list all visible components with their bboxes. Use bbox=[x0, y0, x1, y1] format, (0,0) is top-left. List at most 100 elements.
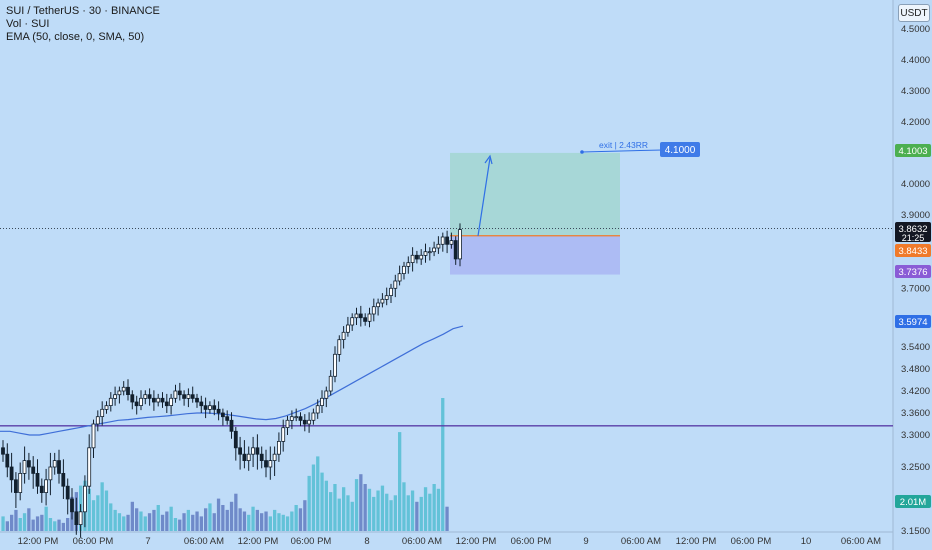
volume-bar bbox=[363, 484, 367, 531]
candle bbox=[91, 423, 96, 449]
candle bbox=[401, 265, 406, 274]
volume-bar bbox=[285, 516, 290, 531]
volume-bar bbox=[273, 509, 277, 531]
volume-bar bbox=[238, 508, 242, 531]
price-tick-label: 3.7000 bbox=[901, 283, 930, 294]
volume-bar bbox=[135, 508, 139, 531]
volume-bar bbox=[380, 485, 385, 531]
time-tick-label: 12:00 PM bbox=[456, 536, 497, 547]
candle bbox=[341, 331, 346, 340]
volume-bar bbox=[186, 509, 190, 531]
price-tick-label: 3.2500 bbox=[901, 462, 930, 473]
time-tick-label: 06:00 PM bbox=[73, 536, 114, 547]
price-tick-label: 3.5400 bbox=[901, 342, 930, 353]
candle bbox=[285, 419, 290, 428]
volume-bar bbox=[66, 518, 70, 531]
candle bbox=[337, 339, 342, 355]
candle bbox=[18, 472, 23, 493]
candle bbox=[436, 243, 441, 249]
candle bbox=[212, 405, 217, 410]
target-price-tag[interactable] bbox=[660, 142, 700, 157]
volume-bar bbox=[393, 495, 397, 531]
volume-bar bbox=[423, 487, 428, 531]
candle bbox=[195, 397, 199, 403]
candle bbox=[311, 412, 316, 421]
volume-bar bbox=[221, 505, 225, 531]
candle bbox=[449, 240, 454, 245]
candle bbox=[276, 440, 281, 455]
price-tick-label: 3.9000 bbox=[901, 210, 930, 221]
volume-bar bbox=[311, 464, 316, 531]
time-tick-label: 8 bbox=[364, 536, 369, 547]
candle bbox=[268, 460, 273, 468]
profit-zone[interactable] bbox=[450, 152, 620, 236]
candle bbox=[57, 460, 61, 474]
volume-bar bbox=[126, 514, 130, 531]
price-badge bbox=[895, 265, 931, 278]
candle bbox=[220, 412, 225, 418]
volume-bar bbox=[406, 495, 410, 531]
candle bbox=[371, 306, 376, 315]
volume-bar bbox=[428, 493, 432, 531]
candle bbox=[143, 394, 148, 399]
volume-bar bbox=[152, 509, 156, 531]
currency-selector[interactable]: USDT bbox=[898, 4, 930, 22]
volume-bar bbox=[432, 484, 436, 531]
volume-bar bbox=[320, 472, 324, 531]
price-badge bbox=[895, 222, 931, 242]
candle bbox=[380, 298, 385, 304]
candle bbox=[169, 397, 174, 406]
candle bbox=[419, 254, 424, 260]
volume-bar bbox=[346, 495, 350, 531]
candle bbox=[255, 447, 260, 455]
volume-bar bbox=[35, 516, 40, 531]
volume-bar bbox=[14, 509, 18, 531]
volume-bar bbox=[372, 496, 376, 531]
candle bbox=[190, 394, 195, 399]
candle bbox=[9, 466, 14, 481]
time-tick-label: 7 bbox=[145, 536, 150, 547]
volume-bar bbox=[436, 488, 441, 531]
candle bbox=[134, 401, 139, 407]
candle bbox=[121, 386, 126, 392]
volume-bar bbox=[40, 514, 44, 531]
price-tick-label: 4.4000 bbox=[901, 55, 930, 66]
candle bbox=[48, 466, 53, 481]
candle bbox=[61, 472, 66, 487]
candle bbox=[406, 262, 411, 267]
volume-bar bbox=[156, 505, 160, 531]
candle bbox=[13, 479, 18, 493]
volume-bar bbox=[303, 500, 307, 531]
candle bbox=[384, 295, 389, 300]
volume-bar bbox=[212, 513, 216, 531]
volume-bar bbox=[139, 511, 143, 531]
candle bbox=[345, 324, 350, 333]
volume-bar bbox=[5, 521, 9, 531]
volume-bar bbox=[130, 501, 134, 531]
candle bbox=[95, 416, 100, 425]
candle bbox=[410, 254, 415, 264]
volume-bar bbox=[44, 506, 48, 531]
price-badge-label: 3.7376 bbox=[898, 267, 927, 278]
exit-annotation-dot bbox=[580, 150, 584, 154]
loss-zone[interactable] bbox=[450, 235, 620, 275]
price-tick-label: 3.3600 bbox=[901, 408, 930, 419]
exit-annotation-line bbox=[581, 149, 663, 153]
candle bbox=[199, 401, 204, 407]
time-tick-label: 06:00 PM bbox=[511, 536, 552, 547]
volume-bar bbox=[376, 490, 380, 531]
volume-bar bbox=[1, 516, 5, 531]
volume-bar bbox=[57, 519, 61, 531]
candle bbox=[272, 453, 277, 462]
price-badge bbox=[895, 315, 931, 328]
volume-bar bbox=[216, 498, 221, 531]
volume-bar bbox=[277, 513, 281, 531]
volume-bar bbox=[316, 456, 320, 531]
price-tick-label: 4.5000 bbox=[901, 24, 930, 35]
volume-bar bbox=[441, 398, 445, 531]
target-price-label: 4.1000 bbox=[665, 145, 696, 156]
time-tick-label: 10 bbox=[801, 536, 812, 547]
volume-bar bbox=[298, 508, 303, 531]
